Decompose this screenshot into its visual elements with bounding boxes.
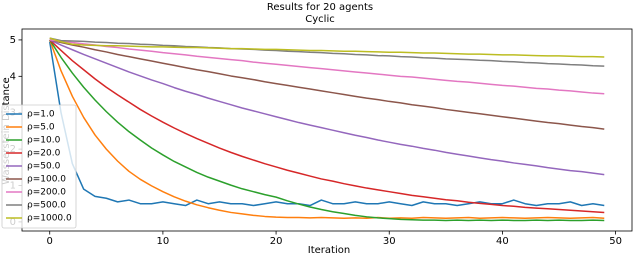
x-tick-label: 50 [609, 236, 622, 247]
series-line [48, 41, 605, 207]
legend-label: ρ=10.0 [27, 136, 61, 146]
series-line [49, 39, 605, 222]
y-tick-label: 5 [10, 35, 16, 46]
chart-title: Results for 20 agents [267, 2, 373, 13]
legend-label: ρ=1000.0 [27, 214, 72, 224]
legend-label: ρ=100.0 [27, 175, 66, 185]
x-axis-label: Iteration [308, 245, 350, 256]
legend: ρ=1.0 ρ=5.0 ρ=10.0 ρ=20.0 ρ=50.0 ρ=100.0 ρ=200… [1, 104, 77, 229]
x-tick-label: 30 [383, 236, 396, 247]
legend-box [1, 104, 77, 229]
series-line [49, 39, 605, 176]
legend-label: ρ=50.0 [27, 162, 61, 172]
x-tick-label: 40 [496, 236, 509, 247]
x-tick-label: 10 [157, 236, 170, 247]
chart-subtitle: Cyclic [305, 14, 334, 25]
series-line [49, 37, 605, 58]
series-line [49, 37, 605, 67]
series-line [49, 39, 605, 95]
legend-label: ρ=5.0 [27, 123, 55, 133]
legend-label: ρ=500.0 [27, 201, 66, 211]
legend-label: ρ=1.0 [27, 110, 55, 120]
series-line [49, 39, 605, 214]
x-tick-label: 0 [47, 236, 53, 247]
x-tick-label: 20 [270, 236, 283, 247]
legend-label: ρ=200.0 [27, 188, 66, 198]
series-line [49, 39, 605, 220]
series-line [49, 39, 605, 130]
legend-label: ρ=20.0 [27, 149, 61, 159]
y-tick-label: 4 [10, 71, 16, 82]
